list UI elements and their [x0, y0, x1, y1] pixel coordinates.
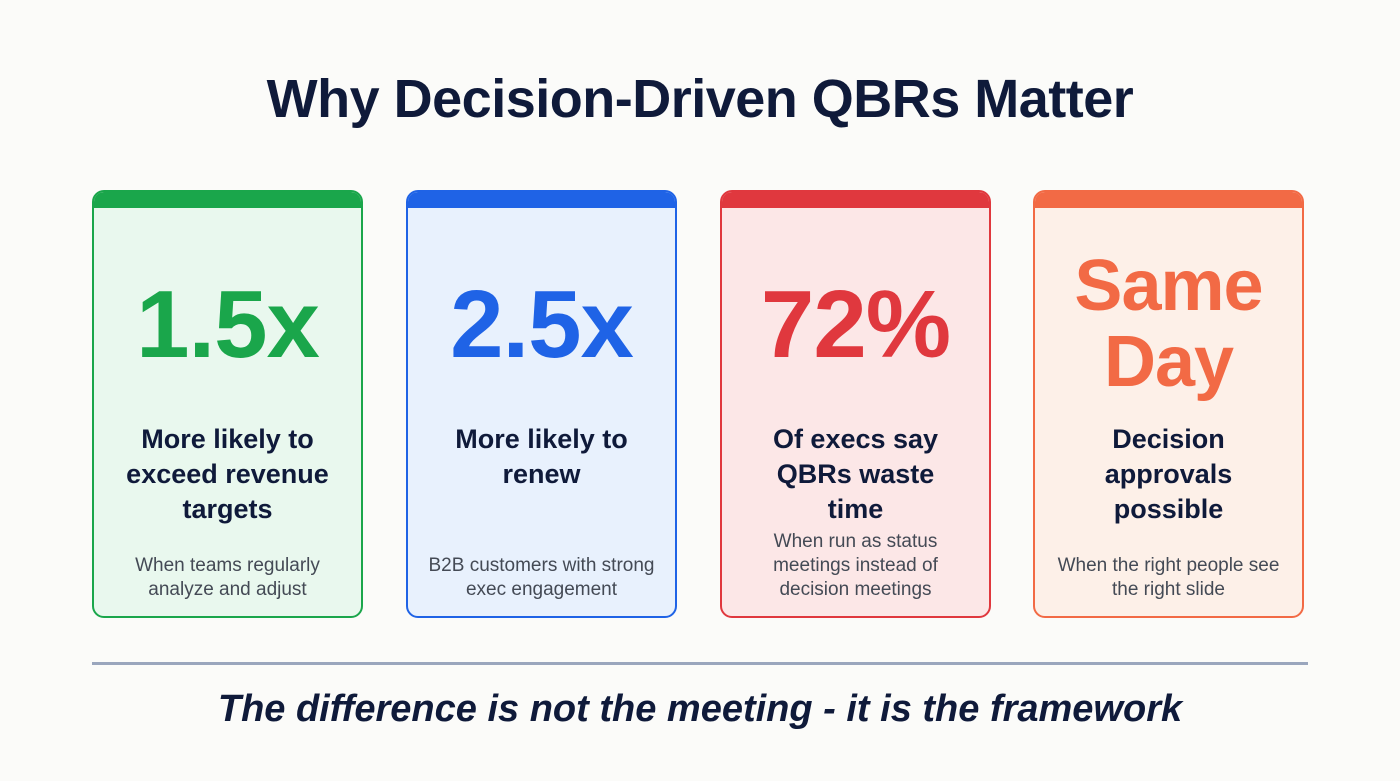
- stat-value: 1.5x: [136, 271, 320, 378]
- stat-subtext: When the right people see the right slid…: [1057, 555, 1280, 600]
- stat-value-line2: Day: [1103, 322, 1234, 402]
- stat-card-waste: 72% Of execs say QBRs waste time When ru…: [720, 190, 991, 618]
- stat-value: Same Day: [1035, 248, 1302, 400]
- card-accent-bar: [722, 192, 989, 208]
- page-title: Why Decision-Driven QBRs Matter: [266, 69, 1134, 129]
- stat-subtext: When teams regularly analyze and adjust: [135, 555, 320, 600]
- divider: [92, 662, 1308, 665]
- stat-card-renew: 2.5x More likely to renew B2B customers …: [406, 190, 677, 618]
- stat-label: More likely to exceed revenue targets: [126, 424, 329, 524]
- stat-value: 2.5x: [450, 271, 634, 378]
- stat-value-line1: Same: [1074, 246, 1263, 326]
- card-accent-bar: [408, 192, 675, 208]
- stat-value: 72%: [760, 271, 951, 378]
- footer-tagline: The difference is not the meeting - it i…: [217, 688, 1183, 730]
- stat-card-same-day: Same Day Decision approvals possible Whe…: [1033, 190, 1304, 618]
- stat-label: More likely to renew: [455, 424, 628, 489]
- stat-subtext: B2B customers with strong exec engagemen…: [428, 555, 655, 600]
- stat-label: Of execs say QBRs waste time: [772, 424, 939, 524]
- stat-subtext: When run as status meetings instead of d…: [773, 531, 938, 600]
- stat-label: Decision approvals possible: [1104, 424, 1233, 524]
- card-accent-bar: [1035, 192, 1302, 208]
- stat-card-revenue: 1.5x More likely to exceed revenue targe…: [92, 190, 363, 618]
- card-accent-bar: [94, 192, 361, 208]
